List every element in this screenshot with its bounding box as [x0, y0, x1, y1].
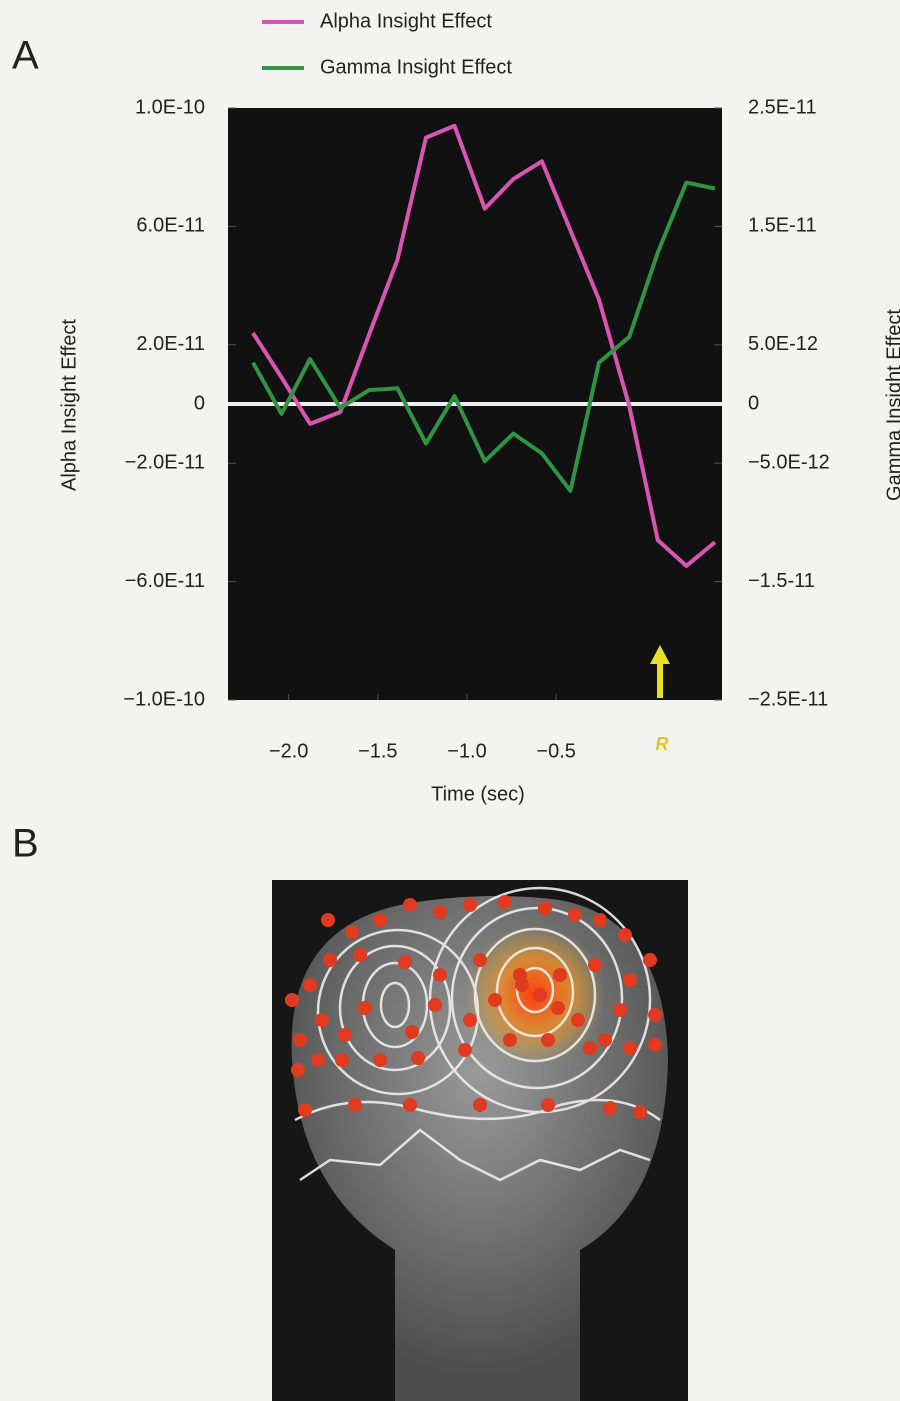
y-tick-label: −1.0E-10 [123, 688, 205, 710]
electrode [405, 1025, 419, 1039]
electrode [315, 1013, 329, 1027]
y2-tick-label: 0 [748, 392, 759, 414]
x-tick-label: −1.5 [358, 740, 397, 762]
electrode [298, 1103, 312, 1117]
electrode [338, 1028, 352, 1042]
series-line [251, 123, 717, 568]
electrode [373, 1053, 387, 1067]
electrode [433, 968, 447, 982]
y-tick-label: 6.0E-11 [136, 215, 205, 237]
y-axis-label: Alpha Insight Effect [58, 319, 80, 491]
panel-label: A [12, 34, 39, 78]
electrode [515, 978, 529, 992]
electrode [623, 1041, 637, 1055]
electrode [458, 1043, 472, 1057]
electrode [403, 1098, 417, 1112]
electrode [618, 928, 632, 942]
y-tick-label: −6.0E-11 [125, 570, 205, 592]
electrode [463, 1013, 477, 1027]
electrode [583, 1041, 597, 1055]
electrode [498, 895, 512, 909]
electrode [345, 925, 359, 939]
electrode [285, 993, 299, 1007]
electrode [633, 1105, 647, 1119]
electrode [403, 898, 417, 912]
electrode [353, 948, 367, 962]
electrode [358, 1001, 372, 1015]
series-line [251, 180, 716, 493]
electrode [533, 988, 547, 1002]
electrode [538, 901, 552, 915]
electrode [648, 1038, 662, 1052]
electrode [503, 1033, 517, 1047]
electrode [593, 913, 607, 927]
x-tick-label: −0.5 [536, 740, 575, 762]
x-axis-label: Time (sec) [431, 783, 525, 805]
electrode [373, 913, 387, 927]
panel-label: B [12, 822, 39, 866]
x-tick-label: −1.0 [447, 740, 486, 762]
legend-label: Gamma Insight Effect [320, 56, 512, 78]
electrode [623, 973, 637, 987]
y2-tick-label: −2.5E-11 [748, 688, 828, 710]
y-tick-label: 1.0E-10 [135, 96, 205, 118]
y2-tick-label: 1.5E-11 [748, 215, 817, 237]
electrode [551, 1001, 565, 1015]
annotation-arrow-head [650, 645, 670, 664]
electrode [648, 1008, 662, 1022]
plot [228, 107, 722, 701]
electrode [588, 958, 602, 972]
electrode [311, 1053, 325, 1067]
y2-tick-label: −5.0E-12 [748, 451, 830, 473]
electrode [323, 953, 337, 967]
electrode [643, 953, 657, 967]
electrode [335, 1053, 349, 1067]
electrode [613, 1003, 627, 1017]
electrode [598, 1033, 612, 1047]
electrode [428, 998, 442, 1012]
x-tick-label: −2.0 [269, 740, 308, 762]
electrode [303, 978, 317, 992]
electrode [473, 1098, 487, 1112]
electrode [411, 1051, 425, 1065]
electrode [541, 1098, 555, 1112]
legend-label: Alpha Insight Effect [320, 10, 492, 32]
y2-tick-label: 5.0E-12 [748, 333, 818, 355]
head-image [272, 880, 688, 1401]
electrode [398, 955, 412, 969]
annotation: R [656, 734, 669, 754]
y2-axis-label: Gamma Insight Effect [883, 309, 900, 501]
y-tick-label: −2.0E-11 [125, 451, 205, 473]
electrode [433, 905, 447, 919]
y-tick-label: 2.0E-11 [136, 333, 205, 355]
electrode [348, 1098, 362, 1112]
electrode [541, 1033, 555, 1047]
electrode [291, 1063, 305, 1077]
y2-tick-label: −1.5-11 [748, 570, 815, 592]
y-tick-label: 0 [194, 392, 205, 414]
electrode [553, 968, 567, 982]
electrode [321, 913, 335, 927]
electrode [293, 1033, 307, 1047]
electrode [473, 953, 487, 967]
y2-tick-label: 2.5E-11 [748, 96, 817, 118]
electrode [488, 993, 502, 1007]
electrode [571, 1013, 585, 1027]
electrode [568, 908, 582, 922]
electrode [603, 1101, 617, 1115]
electrode [463, 898, 477, 912]
